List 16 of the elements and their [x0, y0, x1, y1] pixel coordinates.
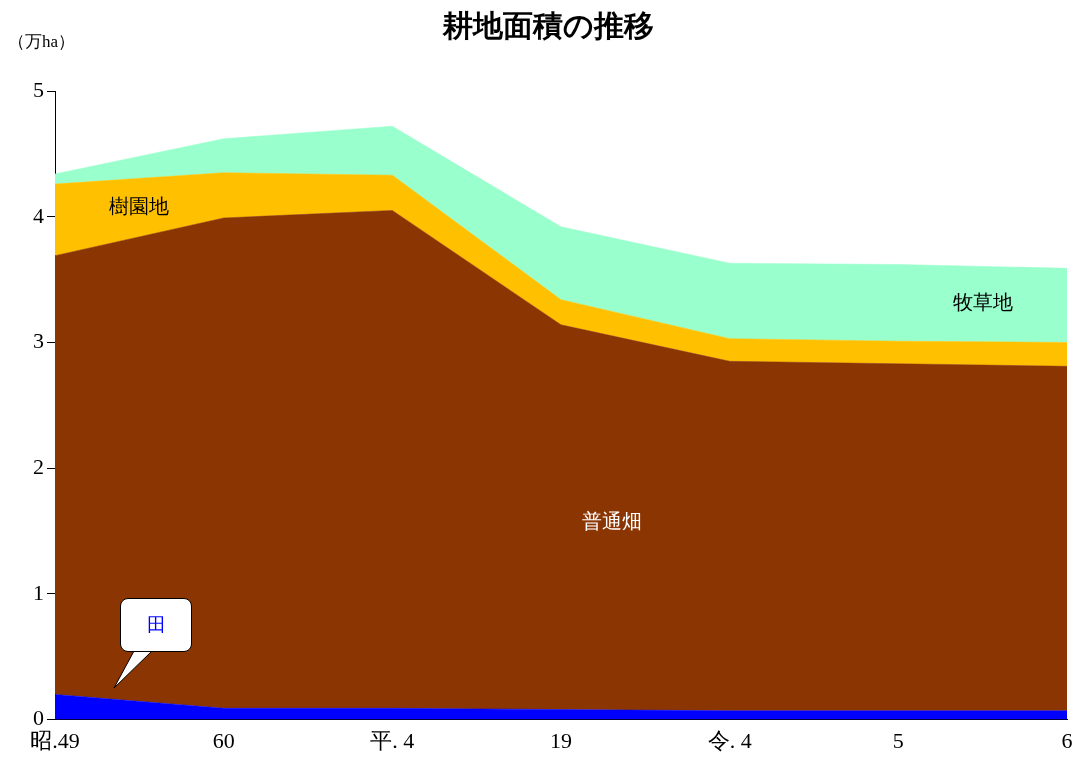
y-axis-title: （万ha） — [8, 31, 76, 53]
x-tick-label: 60 — [212, 727, 235, 753]
series-label: 樹園地 — [109, 194, 170, 217]
x-tick-label: 6 — [1061, 727, 1073, 753]
y-tick-label: 3 — [33, 328, 44, 354]
y-tick-label: 2 — [33, 453, 44, 479]
x-tick-label: 令. 4 — [707, 727, 752, 753]
y-tick-label: 5 — [33, 76, 44, 102]
y-tick-label: 4 — [33, 202, 44, 228]
x-tick-label: 19 — [550, 727, 572, 753]
y-tick-label: 1 — [33, 579, 44, 605]
chart-title: 耕地面積の推移 — [442, 8, 654, 42]
x-tick-label: 5 — [892, 727, 904, 753]
series-label: 牧草地 — [952, 291, 1013, 314]
series-label: 普通畑 — [581, 510, 642, 533]
x-tick-label: 平. 4 — [370, 727, 415, 753]
